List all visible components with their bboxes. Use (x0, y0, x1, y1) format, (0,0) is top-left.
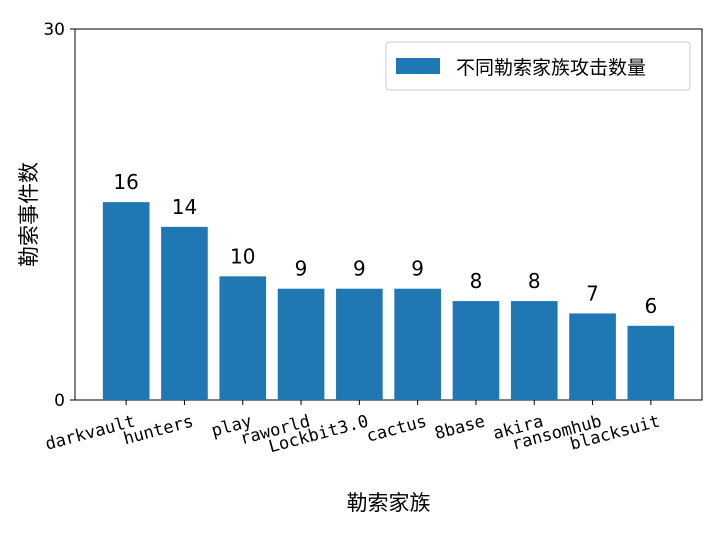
bar-raworld (277, 288, 325, 400)
data-label-akira: 8 (528, 269, 541, 293)
y-tick-label-0: 0 (54, 391, 65, 411)
bar-akira (510, 301, 558, 400)
y-axis-ticks: 0 30 (43, 20, 75, 411)
bar-ransomhub (569, 313, 616, 400)
bar-darkvault (102, 202, 150, 400)
legend-label: 不同勒索家族攻击数量 (456, 57, 646, 79)
bar-play (219, 276, 267, 400)
bar-8base (452, 301, 500, 400)
legend-swatch (396, 58, 440, 74)
y-axis-title: 勒索事件数 (17, 162, 41, 267)
x-tick-label-8base: 8base (433, 412, 488, 445)
data-label-ransomhub: 7 (586, 281, 599, 305)
y-tick-label-30: 30 (43, 20, 65, 40)
data-label-cactus: 9 (411, 257, 424, 281)
data-label-Lockbit3.0: 9 (353, 257, 366, 281)
x-axis-title: 勒索家族 (347, 491, 431, 515)
data-label-play: 10 (230, 244, 255, 268)
data-label-blacksuit: 6 (644, 294, 657, 318)
bar-blacksuit (627, 325, 675, 400)
bar-hunters (161, 226, 208, 400)
data-label-raworld: 9 (295, 257, 308, 281)
x-tick-label-cactus: cactus (364, 412, 429, 447)
data-label-darkvault: 16 (113, 170, 138, 194)
legend: 不同勒索家族攻击数量 (385, 41, 691, 91)
bars-group (102, 202, 675, 400)
bar-Lockbit3.0 (336, 288, 383, 400)
data-label-8base: 8 (470, 269, 483, 293)
bar-cactus (394, 288, 441, 400)
legend-box (385, 41, 691, 91)
data-labels-group: 16 14 10 9 9 9 8 8 7 6 (113, 170, 657, 318)
axes-frame (74, 28, 703, 401)
data-label-hunters: 14 (172, 195, 197, 219)
